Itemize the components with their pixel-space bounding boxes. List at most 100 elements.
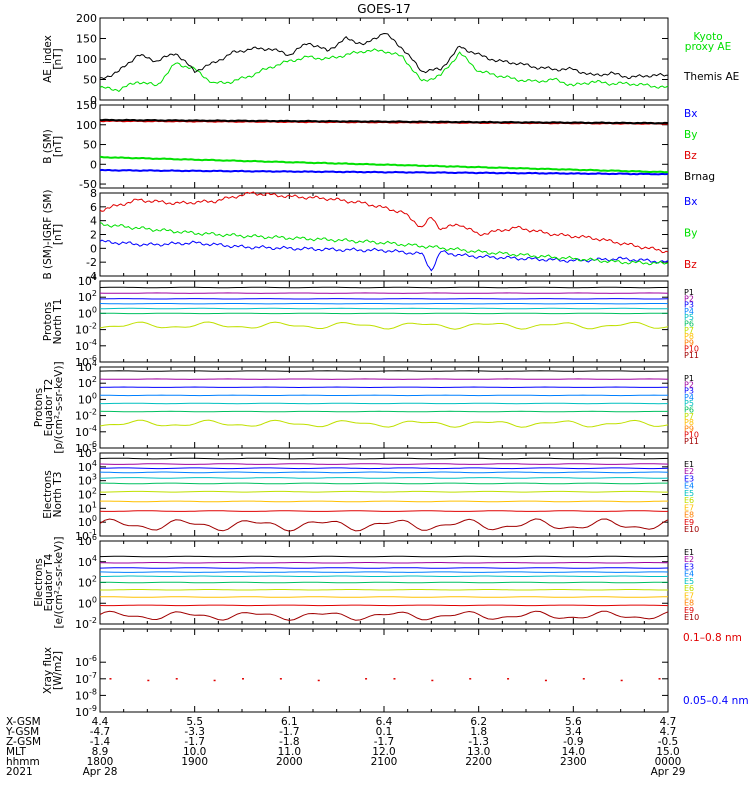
y-axis-label: [e/(cm²-s-sr-keV)] xyxy=(53,537,65,629)
y-tick-label: 8 xyxy=(90,187,97,200)
series-line xyxy=(99,191,669,254)
legend-entry: P6 xyxy=(684,406,694,415)
y-tick-label: 102 xyxy=(78,289,97,304)
legend-entry: E5 xyxy=(684,489,694,498)
x-axis-value: 1.8 xyxy=(470,726,487,738)
legend-entry: P9 xyxy=(684,338,694,347)
legend-entry: P11 xyxy=(684,437,699,446)
x-axis-value: 12.0 xyxy=(372,746,395,758)
series-line xyxy=(99,555,669,558)
x-axis-value: 14.0 xyxy=(562,746,585,758)
panel-frame xyxy=(99,192,669,277)
x-axis-value: 4.7 xyxy=(660,716,677,728)
y-tick-label: -50 xyxy=(79,178,97,191)
x-row-label: Y-GSM xyxy=(5,726,39,738)
legend-entry: P7 xyxy=(684,326,694,335)
series-line xyxy=(99,118,669,125)
series-line xyxy=(99,32,669,80)
x-axis-value: 15.0 xyxy=(656,746,679,758)
legend-entry: P10 xyxy=(684,431,699,440)
legend-entry: P3 xyxy=(684,301,694,310)
legend-entry: E4 xyxy=(684,482,694,491)
x-axis-value: 2000 xyxy=(276,756,303,768)
y-tick-label: 104 xyxy=(78,359,97,374)
y-axis-label: [nT] xyxy=(52,48,64,69)
legend-entry: E8 xyxy=(684,599,694,608)
y-axis-label: AE_index xyxy=(42,35,54,83)
series-line xyxy=(99,292,669,294)
legend-entry: E2 xyxy=(684,467,694,476)
x-axis-value: 6.4 xyxy=(376,716,393,728)
legend-entry: Bz xyxy=(684,259,697,271)
series-line xyxy=(99,477,669,479)
series-line xyxy=(99,467,669,470)
legend-entry: 0.05–0.4 nm xyxy=(683,695,749,707)
x-row-label: MLT xyxy=(6,746,26,758)
panel-frame xyxy=(99,628,669,713)
legend-entry: E2 xyxy=(684,555,694,564)
y-tick-label: 100 xyxy=(76,53,97,66)
x-axis-value: 5.5 xyxy=(186,716,203,728)
x-axis-value: -1.7 xyxy=(279,726,300,738)
y-tick-label: 106 xyxy=(78,533,97,548)
y-tick-label: 2 xyxy=(90,229,97,242)
panel-2: -50 0 50 100 150 B (SM)[nT] Bx By Bz Brnag xyxy=(42,99,715,191)
y-axis-label: Protons xyxy=(33,388,45,427)
series-line xyxy=(100,596,668,598)
legend-entry: P10 xyxy=(684,345,699,354)
y-axis-label: [p/(cm²-s-sr-keV)] xyxy=(53,361,65,453)
legend-entry: P5 xyxy=(684,399,694,408)
legend-entry: P2 xyxy=(684,294,694,303)
y-tick-label: 101 xyxy=(78,500,97,515)
series-line xyxy=(99,321,669,330)
legend-entry: Bz xyxy=(684,150,697,162)
y-axis-label: North T1 xyxy=(52,299,64,345)
legend-entry: E3 xyxy=(684,562,694,571)
y-axis-label: [nT] xyxy=(52,224,64,245)
x-axis-value: 0.1 xyxy=(376,726,393,738)
series-line xyxy=(99,378,669,380)
y-tick-label: 6 xyxy=(90,201,97,214)
x-axis-value: 2300 xyxy=(560,756,587,768)
y-tick-label: 150 xyxy=(76,99,97,112)
y-tick-label: 100 xyxy=(78,514,97,529)
x-axis-value: -1.7 xyxy=(374,736,395,748)
x-axis-value: 5.6 xyxy=(565,716,582,728)
panel-frame xyxy=(99,104,669,189)
y-tick-label: 10-2 xyxy=(75,408,97,423)
x-axis-value: 2200 xyxy=(465,756,492,768)
y-tick-label: 50 xyxy=(83,74,97,87)
series-line xyxy=(99,155,669,174)
legend-entry: P1 xyxy=(684,288,694,297)
x-axis-value: -0.5 xyxy=(658,736,679,748)
x-axis-value: 1800 xyxy=(87,756,114,768)
legend-entry: E8 xyxy=(684,511,694,520)
series-line xyxy=(100,589,668,591)
x-axis-value: -1.7 xyxy=(184,736,205,748)
y-tick-label: 102 xyxy=(78,375,97,390)
x-row-label: hhmm xyxy=(6,756,40,768)
y-tick-label: 50 xyxy=(83,139,97,152)
y-tick-label: 10-4 xyxy=(75,338,97,353)
x-axis-value: 13.0 xyxy=(467,746,490,758)
chart-title: GOES-17 xyxy=(357,2,411,16)
legend-entry: P5 xyxy=(684,313,694,322)
series-line xyxy=(99,410,668,413)
series-line xyxy=(99,562,669,564)
y-tick-label: 102 xyxy=(78,487,97,502)
y-tick-label: 104 xyxy=(78,273,97,288)
x-axis-value: 8.9 xyxy=(92,746,109,758)
y-tick-label: 10-8 xyxy=(75,687,97,702)
series-line xyxy=(99,168,669,176)
legend-entry: P2 xyxy=(684,380,694,389)
x-axis-value: 2100 xyxy=(371,756,398,768)
series-line xyxy=(99,567,669,569)
x-axis-value: 10.0 xyxy=(183,746,206,758)
legend-entry: E3 xyxy=(684,474,694,483)
x-axis-value: -1.8 xyxy=(279,736,300,748)
series-line xyxy=(99,518,669,532)
